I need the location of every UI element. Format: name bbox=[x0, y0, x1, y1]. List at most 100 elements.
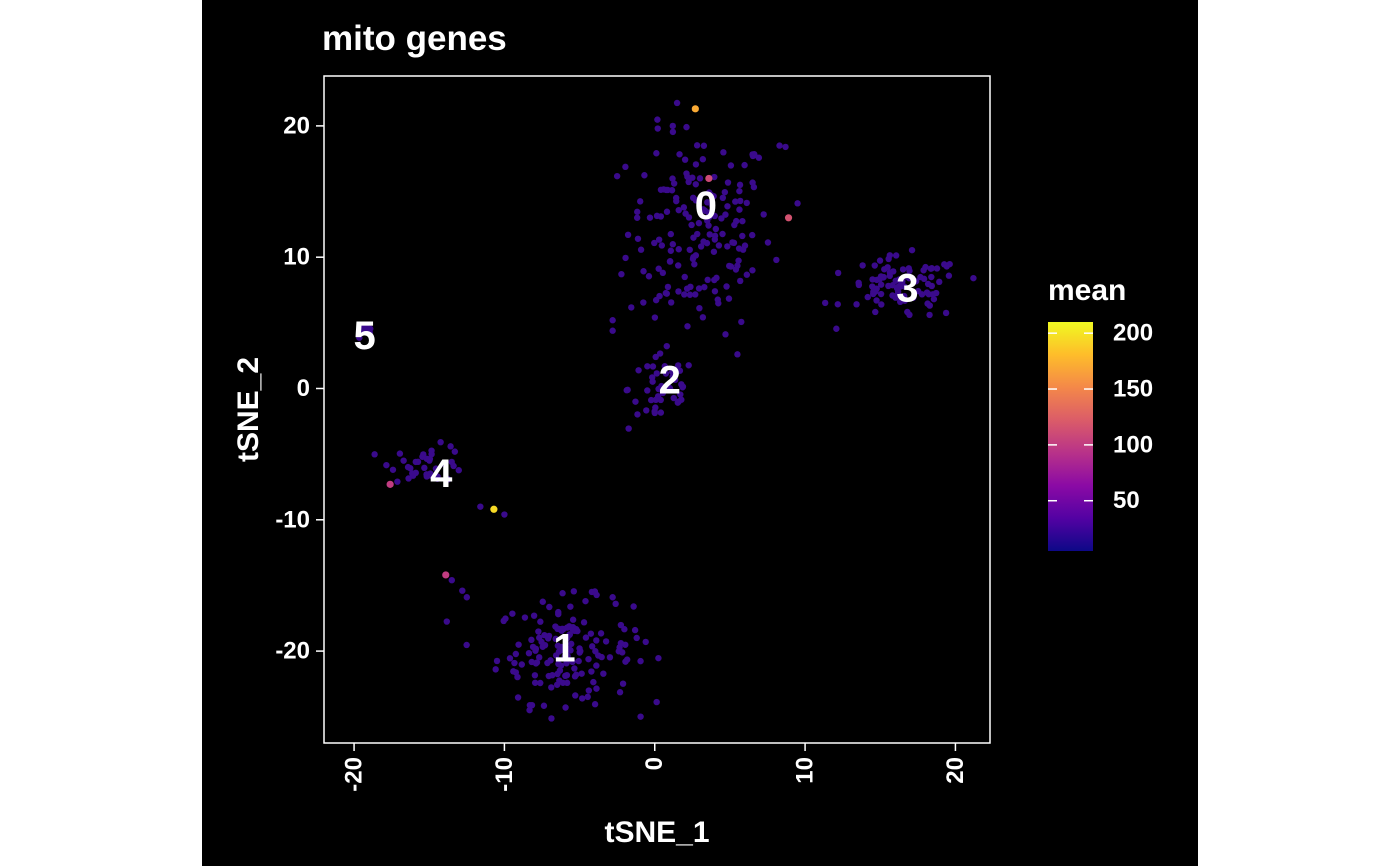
data-point bbox=[928, 273, 935, 281]
data-point bbox=[667, 299, 675, 306]
data-point bbox=[575, 657, 582, 665]
data-point bbox=[821, 299, 829, 307]
data-point bbox=[588, 668, 595, 675]
data-point bbox=[400, 457, 407, 464]
data-point bbox=[890, 268, 897, 275]
data-point bbox=[528, 701, 536, 709]
data-point bbox=[683, 170, 690, 177]
data-point bbox=[537, 679, 544, 687]
data-point bbox=[637, 657, 644, 665]
data-point bbox=[877, 273, 885, 280]
data-point bbox=[733, 217, 740, 225]
data-point bbox=[535, 654, 543, 661]
highlight-point bbox=[442, 571, 450, 579]
data-point bbox=[876, 257, 884, 264]
data-point bbox=[675, 206, 682, 214]
data-point bbox=[536, 634, 543, 641]
data-point bbox=[562, 672, 569, 680]
data-point bbox=[371, 451, 378, 458]
data-point bbox=[708, 191, 715, 199]
data-point bbox=[623, 387, 630, 394]
data-point bbox=[459, 587, 466, 594]
data-point bbox=[670, 366, 677, 373]
data-point bbox=[358, 325, 365, 332]
data-point bbox=[590, 678, 597, 686]
data-point bbox=[493, 657, 501, 665]
data-point bbox=[623, 656, 631, 663]
cluster-labels: 0 1 2 3 4 5 bbox=[353, 184, 918, 670]
plot-panel-border bbox=[323, 75, 991, 744]
data-point bbox=[669, 128, 677, 136]
data-point bbox=[463, 641, 470, 649]
data-point bbox=[394, 478, 401, 485]
data-point bbox=[477, 503, 484, 510]
y-tick-label: -20 bbox=[275, 638, 310, 665]
data-point bbox=[658, 242, 666, 249]
data-point bbox=[616, 689, 624, 696]
data-point bbox=[683, 123, 690, 131]
data-point bbox=[606, 654, 614, 661]
data-point bbox=[970, 274, 977, 282]
data-point bbox=[613, 172, 621, 180]
data-point bbox=[419, 453, 426, 460]
data-point bbox=[695, 285, 703, 292]
cluster-label: 1 bbox=[553, 626, 575, 670]
data-point bbox=[897, 281, 905, 288]
data-point bbox=[622, 254, 629, 262]
data-point bbox=[428, 447, 435, 454]
cluster-label: 5 bbox=[353, 314, 375, 358]
data-point bbox=[634, 235, 642, 242]
data-point bbox=[695, 197, 702, 204]
data-point bbox=[689, 174, 696, 181]
data-point bbox=[695, 219, 703, 227]
data-point bbox=[685, 362, 692, 369]
data-point bbox=[678, 381, 685, 388]
data-point bbox=[616, 644, 623, 651]
data-point bbox=[864, 293, 871, 301]
data-point bbox=[655, 236, 663, 243]
data-point bbox=[641, 172, 648, 179]
data-point bbox=[653, 212, 661, 220]
data-point bbox=[423, 471, 430, 478]
legend-tick-label: 50 bbox=[1113, 487, 1140, 514]
data-point bbox=[736, 206, 743, 213]
data-point bbox=[569, 658, 576, 666]
data-point bbox=[463, 594, 471, 601]
data-point bbox=[872, 288, 879, 295]
data-point bbox=[667, 230, 675, 238]
data-point bbox=[896, 276, 903, 283]
data-point bbox=[673, 197, 680, 205]
data-point bbox=[932, 289, 940, 297]
data-point bbox=[877, 281, 885, 288]
cluster-label: 3 bbox=[896, 267, 918, 311]
data-point bbox=[725, 295, 733, 302]
data-point bbox=[404, 463, 412, 471]
data-point bbox=[580, 619, 588, 626]
data-point bbox=[739, 232, 746, 240]
cluster-label: 2 bbox=[659, 359, 681, 403]
data-point bbox=[644, 387, 651, 394]
data-point bbox=[711, 236, 719, 243]
data-point bbox=[656, 350, 664, 357]
data-point bbox=[659, 389, 667, 397]
data-point bbox=[720, 149, 727, 156]
highlight-point bbox=[784, 214, 793, 222]
data-point bbox=[661, 363, 668, 370]
data-point bbox=[712, 225, 720, 233]
data-point bbox=[725, 262, 733, 270]
data-point bbox=[552, 635, 559, 643]
data-point bbox=[696, 304, 703, 312]
data-point bbox=[540, 702, 548, 709]
data-point bbox=[663, 208, 671, 215]
data-point bbox=[647, 396, 655, 404]
data-point bbox=[713, 274, 720, 282]
data-point bbox=[933, 265, 941, 272]
data-point bbox=[685, 178, 692, 186]
data-point bbox=[528, 636, 535, 644]
data-points bbox=[355, 99, 977, 722]
data-point bbox=[706, 231, 713, 238]
data-point bbox=[565, 645, 573, 652]
data-point bbox=[834, 301, 841, 308]
data-point bbox=[584, 693, 591, 701]
data-point bbox=[589, 643, 596, 650]
